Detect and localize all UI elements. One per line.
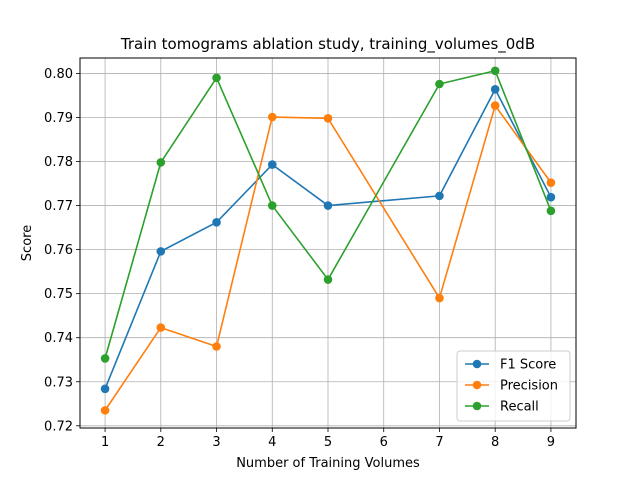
y-tick-label: 0.73 (44, 375, 73, 390)
x-tick-label: 6 (380, 435, 388, 450)
legend-swatch-marker (472, 401, 482, 411)
series-layer (100, 66, 556, 415)
data-point-precision (100, 406, 110, 415)
data-point-precision (323, 114, 333, 123)
data-point-precision (156, 323, 166, 332)
x-tick-label: 3 (212, 435, 220, 450)
data-point-precision (490, 101, 500, 110)
data-point-f1-score (212, 217, 221, 227)
x-tick-label: 2 (157, 435, 165, 450)
x-tick-label: 9 (547, 435, 555, 450)
data-point-f1-score (546, 192, 556, 202)
data-point-recall (490, 66, 500, 76)
series-line-recall (104, 69, 552, 359)
y-tick-label: 0.79 (44, 111, 73, 126)
data-point-precision (267, 112, 277, 122)
legend-swatch-marker (472, 380, 482, 390)
data-point-f1-score (323, 201, 333, 210)
x-axis: 1 2 3 4 5 6 7 8 9 (101, 428, 555, 450)
data-point-recall (267, 201, 277, 210)
y-axis: 0.72 0.73 0.74 0.75 0.76 0.77 0.78 0.79 0.80 (44, 67, 80, 434)
y-tick-label: 0.76 (44, 243, 73, 258)
legend-label: F1 Score (500, 358, 556, 373)
series-precision (100, 101, 556, 415)
legend: F1 Score Precision Recall (456, 350, 571, 422)
data-point-recall (435, 79, 444, 89)
x-tick-label: 8 (491, 435, 499, 450)
y-tick-label: 0.78 (44, 155, 73, 170)
series-line-f1-score (104, 88, 552, 390)
data-point-precision (546, 178, 556, 187)
data-point-precision (212, 342, 221, 351)
data-point-recall (212, 73, 221, 83)
data-point-recall (100, 354, 110, 363)
data-point-recall (156, 158, 166, 167)
legend-swatch-marker (472, 359, 482, 369)
x-tick-label: 7 (435, 435, 443, 450)
data-point-f1-score (435, 191, 444, 201)
x-tick-label: 5 (324, 435, 332, 450)
legend-item-precision: Precision (465, 379, 558, 394)
data-point-recall (323, 275, 333, 284)
y-tick-label: 0.72 (44, 419, 73, 434)
series-recall (100, 66, 556, 363)
legend-label: Recall (500, 400, 539, 415)
legend-box (456, 350, 571, 422)
data-point-f1-score (156, 247, 166, 256)
y-tick-label: 0.77 (44, 199, 73, 214)
chart-title: Train tomograms ablation study, training… (120, 35, 535, 54)
data-point-recall (546, 206, 556, 216)
data-point-precision (435, 293, 444, 303)
series-line-precision (104, 104, 552, 411)
y-axis-title: Score (20, 225, 35, 261)
data-point-f1-score (490, 84, 500, 94)
y-tick-label: 0.80 (44, 67, 73, 82)
data-point-f1-score (100, 384, 110, 394)
legend-label: Precision (500, 379, 558, 394)
x-tick-label: 1 (101, 435, 109, 450)
y-tick-label: 0.75 (44, 287, 73, 302)
series-f1-score (100, 84, 556, 394)
x-tick-label: 4 (268, 435, 276, 450)
y-tick-label: 0.74 (44, 331, 73, 346)
legend-item-f1-score: F1 Score (465, 358, 556, 373)
x-axis-title: Number of Training Volumes (236, 456, 420, 471)
legend-item-recall: Recall (465, 400, 539, 415)
data-point-f1-score (267, 160, 277, 169)
